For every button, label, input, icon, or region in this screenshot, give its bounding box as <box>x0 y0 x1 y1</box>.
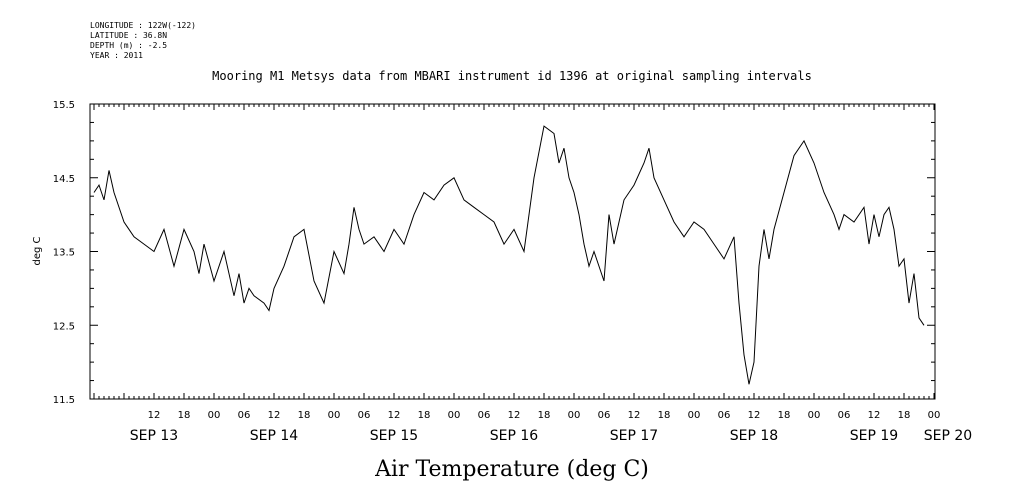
x-tick-label: 12 <box>508 410 521 421</box>
x-tick-label: 00 <box>328 410 341 421</box>
x-tick-label: 12 <box>388 410 401 421</box>
x-tick-label: 06 <box>478 410 491 421</box>
x-tick-label: 12 <box>268 410 281 421</box>
x-tick-label: 06 <box>238 410 251 421</box>
depth-text: DEPTH (m) : -2.5 <box>90 41 168 50</box>
x-date-label: SEP 16 <box>490 428 539 444</box>
x-tick-label: 00 <box>808 410 821 421</box>
x-tick-label: 06 <box>838 410 851 421</box>
x-tick-label: 00 <box>448 410 461 421</box>
x-tick-label: 12 <box>748 410 761 421</box>
x-date-label: SEP 17 <box>610 428 658 444</box>
y-tick-label: 13.5 <box>53 248 75 259</box>
x-tick-label: 18 <box>898 410 911 421</box>
x-tick-label: 12 <box>148 410 161 421</box>
x-date-label: SEP 15 <box>370 428 418 444</box>
x-tick-label: 00 <box>568 410 581 421</box>
x-date-label: SEP 14 <box>250 428 299 444</box>
x-tick-label: 18 <box>298 410 311 421</box>
x-date-label: SEP 20 <box>924 428 972 444</box>
y-tick-label: 12.5 <box>53 321 75 332</box>
x-tick-label: 00 <box>208 410 221 421</box>
x-tick-label: 06 <box>358 410 371 421</box>
x-tick-label: 12 <box>868 410 881 421</box>
plot-frame <box>89 103 936 400</box>
x-date-label: SEP 19 <box>850 428 898 444</box>
chart-title: Mooring M1 Metsys data from MBARI instru… <box>212 69 812 83</box>
axis-labels: 12 18 00 06 12 18 00 06 12 18 00 06 12 18 00 06 12 18 00 06… <box>53 100 972 444</box>
y-tick-label: 14.5 <box>53 174 75 185</box>
x-tick-label: 18 <box>658 410 671 421</box>
y-tick-label: 11.5 <box>53 395 75 406</box>
x-axis-label: Air Temperature (deg C) <box>374 457 649 482</box>
x-date-label: SEP 13 <box>130 428 178 444</box>
year-text: YEAR : 2011 <box>90 51 143 60</box>
air-temperature-line <box>93 125 925 385</box>
x-tick-label: 06 <box>598 410 611 421</box>
axis-ticks <box>90 103 935 400</box>
x-tick-label: 18 <box>778 410 791 421</box>
x-tick-label: 18 <box>178 410 191 421</box>
latitude-text: LATITUDE : 36.8N <box>90 31 168 40</box>
y-tick-label: 15.5 <box>53 100 75 111</box>
longitude-text: LONGITUDE : 122W(-122) <box>90 21 196 30</box>
x-tick-label: 18 <box>538 410 551 421</box>
x-tick-label: 00 <box>928 410 941 421</box>
x-tick-label: 18 <box>418 410 431 421</box>
location-metadata: LONGITUDE : 122W(-122) LATITUDE : 36.8N … <box>90 21 196 61</box>
x-tick-label: 12 <box>628 410 641 421</box>
x-tick-label: 00 <box>688 410 701 421</box>
x-date-label: SEP 18 <box>730 428 778 444</box>
x-tick-label: 06 <box>718 410 731 421</box>
y-axis-label: deg C <box>32 236 43 265</box>
